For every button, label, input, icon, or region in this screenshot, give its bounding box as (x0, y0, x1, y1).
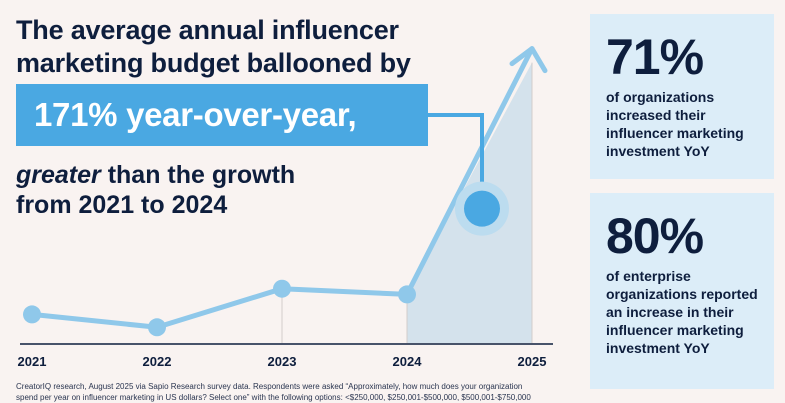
tick-label-2023: 2023 (268, 354, 297, 369)
arrow-head (509, 46, 548, 74)
stat-description: of enterprise organizations reported an … (606, 268, 758, 356)
subheadline-line-2: from 2021 to 2024 (16, 191, 228, 219)
tick-label-2024: 2024 (393, 354, 423, 369)
highlight-banner: 171% year-over-year, (16, 84, 428, 146)
headline: The average annual influencer marketing … (16, 14, 456, 80)
stat-value: 71% (606, 29, 704, 85)
subheadline-rest: than the growth (100, 161, 296, 189)
tick-label-2022: 2022 (143, 354, 172, 369)
data-point-2022 (148, 318, 166, 337)
data-point-2024 (398, 285, 416, 304)
subheadline: greater than the growth from 2021 to 202… (16, 160, 416, 220)
highlight-point (464, 190, 500, 227)
highlight-text: 171% year-over-year, (34, 96, 357, 133)
data-point-2021 (23, 305, 41, 324)
headline-line-1: The average annual influencer (16, 15, 399, 45)
stat-card-enterprise: 80% of enterprise organizations reported… (590, 193, 774, 389)
stat-description: of organizations increased their influen… (606, 89, 744, 159)
footnote-line-2: spend per year on influencer marketing i… (16, 393, 531, 402)
stat-card-investment: 71% of organizations increased their inf… (590, 14, 774, 179)
footnote-line-1: CreatorIQ research, August 2025 via Sapi… (16, 382, 523, 391)
emphasis-word: greater (16, 161, 101, 189)
stat-value: 80% (606, 208, 704, 264)
data-point-2023 (273, 279, 291, 298)
tick-label-2021: 2021 (18, 354, 47, 369)
headline-line-2: marketing budget ballooned by (16, 48, 411, 78)
footnote: CreatorIQ research, August 2025 via Sapi… (16, 381, 556, 403)
tick-label-2025: 2025 (518, 354, 547, 369)
callout-connector (428, 113, 484, 209)
